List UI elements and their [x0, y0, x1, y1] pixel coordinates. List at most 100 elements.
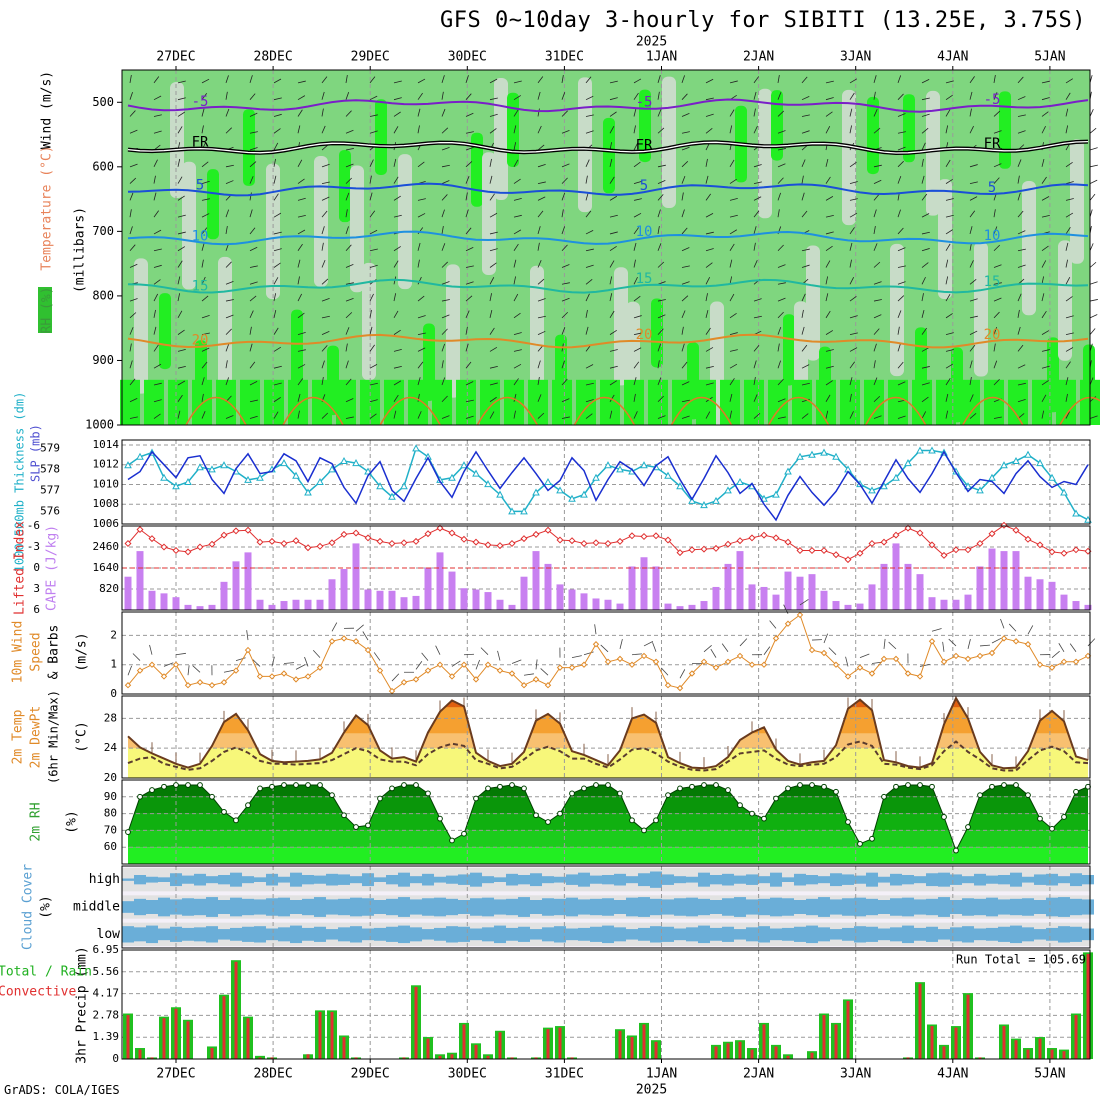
wind-speed-point [762, 662, 767, 667]
rh-dry-patch [614, 267, 628, 385]
cape-bar [605, 600, 612, 610]
cloud-cell-high [938, 873, 950, 887]
precip-convective-bar [127, 1015, 130, 1059]
cape-bar [821, 591, 828, 610]
rh-dry-patch [1070, 139, 1084, 263]
cloud-cell-low [506, 928, 518, 941]
cloud-cell-high [458, 874, 470, 885]
precip-tick-label: 5.56 [93, 965, 120, 978]
cloud-cell-high [398, 873, 410, 887]
wind-barb-10m [356, 625, 364, 631]
rh-point [978, 793, 983, 798]
cloud-cell-middle [206, 897, 218, 917]
precip-convective-bar [715, 1046, 718, 1059]
cloud-cell-low [1010, 926, 1022, 944]
cloud-cell-high [374, 877, 386, 882]
cloud-cell-middle [542, 898, 554, 916]
axis-title-wind10m-1: 10m Wind [11, 621, 26, 684]
cloud-cell-high [434, 877, 446, 883]
cape-bar [761, 587, 768, 610]
axis-title-rh: RH (%) [40, 287, 55, 334]
isotherm-label: 10 [636, 224, 653, 240]
rh-point [618, 791, 623, 796]
li-point [773, 535, 779, 541]
rh-dry-patch [806, 246, 820, 361]
cloud-cell-low [842, 928, 854, 941]
li-point [497, 543, 503, 549]
axis-title-temp-4: (°C) [75, 721, 90, 752]
precip-convective-bar [811, 1053, 814, 1059]
cloud-cell-low [878, 929, 890, 941]
rh-moist-patch [207, 169, 219, 239]
temp-tick-label: 28 [104, 711, 117, 724]
wind-barb-10m [541, 668, 548, 675]
cloud-cell-low [458, 927, 470, 942]
axis-title-rh2m-unit: (%) [65, 810, 80, 833]
isotherm-label: FR [984, 136, 1001, 152]
rh-point [522, 786, 527, 791]
cloud-cell-middle [590, 899, 602, 915]
cloud-cell-high [830, 873, 842, 886]
wind-speed-point [282, 671, 287, 676]
rh-dry-patch [446, 264, 460, 397]
precip-convective-bar [343, 1037, 346, 1059]
cloud-cell-high [362, 873, 374, 886]
cloud-cell-low [374, 928, 386, 941]
rh-point [858, 841, 863, 846]
wind-barb-10m [770, 621, 776, 629]
cloud-cell-middle [782, 898, 794, 916]
cloud-cell-high [506, 874, 518, 886]
slp-tick-label: 1006 [93, 517, 120, 530]
li-point [605, 541, 611, 547]
wind-barb-10m [452, 661, 460, 666]
wind-barb-10m [536, 659, 537, 669]
cloud-cell-middle [1010, 899, 1022, 915]
cloud-cell-low [1082, 929, 1094, 941]
cloud-cell-middle [998, 899, 1010, 914]
rh-dry-patch [170, 82, 184, 198]
cloud-cell-high [1034, 874, 1046, 885]
cloud-cell-low [578, 928, 590, 941]
cape-bar [149, 591, 156, 610]
cloud-cell-low [986, 928, 998, 941]
precip-tick-label: 4.17 [93, 987, 120, 1000]
axis-title-cloud-unit: (%) [39, 895, 54, 918]
precip-convective-bar [1075, 1015, 1078, 1059]
cloud-cell-low [770, 929, 782, 941]
cape-bar [485, 592, 492, 610]
thickness-point [1025, 452, 1031, 458]
rh-point [546, 820, 551, 825]
li-point [197, 544, 203, 550]
rh-point [822, 784, 827, 789]
cape-bar [713, 587, 720, 610]
cloud-cell-low [590, 927, 602, 942]
cape-bar [941, 600, 948, 610]
wind10m-tick-label: 0 [110, 687, 117, 700]
wind-barb-10m [595, 624, 596, 634]
cloud-cell-high [482, 876, 494, 883]
precip-convective-bar [1051, 1050, 1054, 1059]
cloud-cell-high [974, 874, 986, 886]
rh-dry-patch [974, 242, 988, 376]
credit-label: GrADS: COLA/IGES [4, 1083, 120, 1097]
cloud-cell-high [614, 874, 626, 886]
precip-convective-bar [943, 1046, 946, 1059]
day-tick-label: 1JAN [646, 1067, 677, 1082]
rh-point [678, 786, 683, 791]
precip-convective-bar [175, 1009, 178, 1059]
wind-barb-10m [884, 639, 885, 649]
cloud-cell-low [1034, 929, 1046, 940]
cape-bar [653, 566, 660, 610]
li-tick-label: 6 [33, 603, 40, 616]
wind-barb-10m [992, 638, 1001, 643]
day-tick-label: 31DEC [545, 50, 584, 65]
cloud-cell-high [638, 873, 650, 886]
li-point [749, 535, 755, 541]
cloud-cell-high [206, 876, 218, 883]
year-label: 2025 [636, 35, 667, 50]
cape-bar [365, 590, 372, 610]
cape-bar [857, 604, 864, 610]
pressure-tick-label: 500 [92, 95, 114, 109]
cloud-cell-low [626, 929, 638, 940]
cloud-cell-middle [470, 898, 482, 916]
